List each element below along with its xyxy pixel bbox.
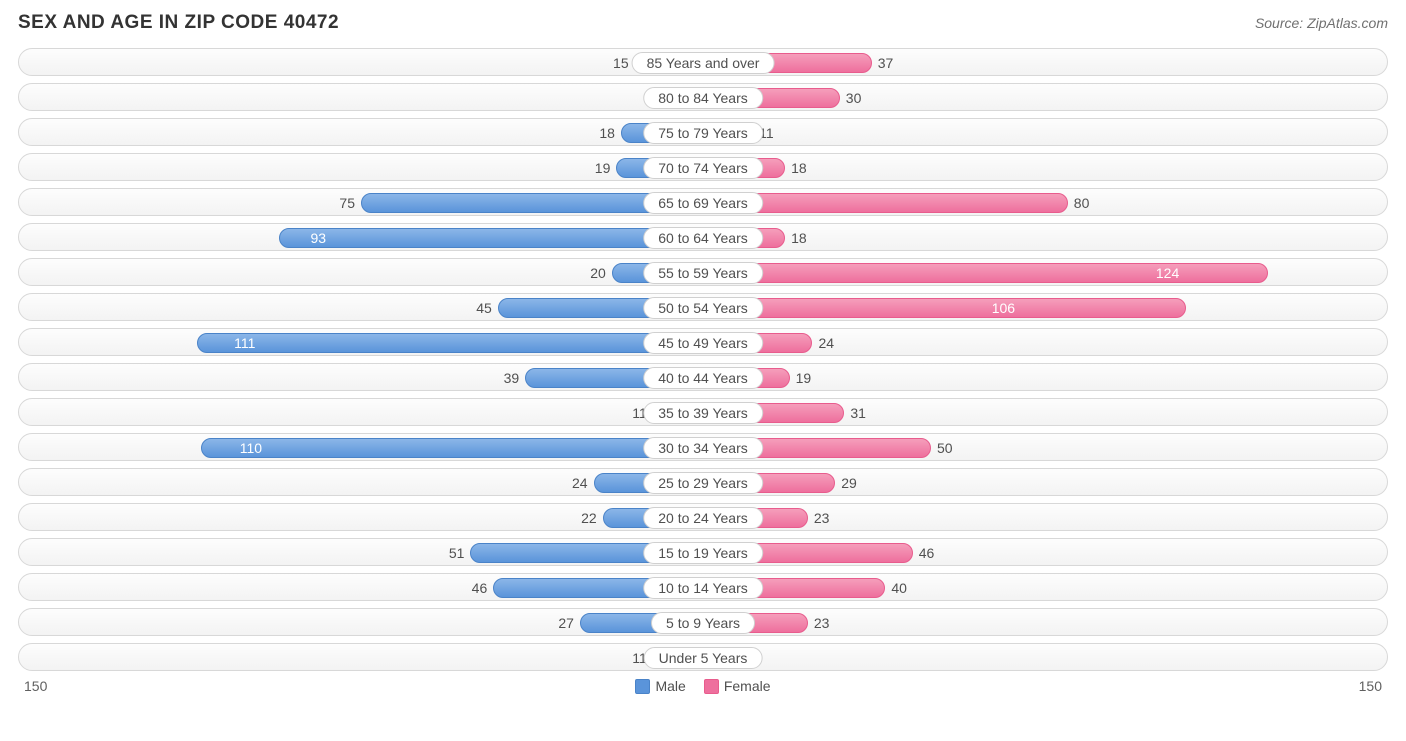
- male-value: 22: [581, 508, 603, 528]
- age-category-label: 85 Years and over: [632, 52, 775, 74]
- chart-footer: 150 Male Female 150: [18, 678, 1388, 694]
- male-value: 110: [232, 438, 262, 458]
- male-value: 20: [590, 263, 612, 283]
- female-value: 18: [785, 158, 807, 178]
- pyramid-row: 27 23 5 to 9 Years: [18, 608, 1388, 636]
- age-category-label: 55 to 59 Years: [643, 262, 763, 284]
- male-value: 24: [572, 473, 594, 493]
- age-category-label: 25 to 29 Years: [643, 472, 763, 494]
- male-value: 45: [476, 298, 498, 318]
- female-value: 46: [913, 543, 935, 563]
- male-value: 75: [339, 193, 361, 213]
- male-value: 18: [599, 123, 621, 143]
- age-category-label: 20 to 24 Years: [643, 507, 763, 529]
- chart-header: SEX AND AGE IN ZIP CODE 40472 Source: Zi…: [18, 12, 1388, 34]
- female-swatch-icon: [704, 679, 719, 694]
- chart-source: Source: ZipAtlas.com: [1255, 15, 1388, 31]
- legend-female-label: Female: [724, 678, 771, 694]
- pyramid-row: 46 40 10 to 14 Years: [18, 573, 1388, 601]
- pyramid-row: 22 23 20 to 24 Years: [18, 503, 1388, 531]
- female-value: 31: [844, 403, 866, 423]
- age-category-label: 70 to 74 Years: [643, 157, 763, 179]
- male-bar: [201, 438, 703, 458]
- axis-max-left: 150: [24, 678, 47, 694]
- population-pyramid-chart: 153785 Years and over73080 to 84 Years18…: [18, 48, 1388, 671]
- pyramid-row: 75 80 65 to 69 Years: [18, 188, 1388, 216]
- female-value: 23: [808, 508, 830, 528]
- age-category-label: 35 to 39 Years: [643, 402, 763, 424]
- age-category-label: 10 to 14 Years: [643, 577, 763, 599]
- female-value: 80: [1068, 193, 1090, 213]
- chart-legend: Male Female: [635, 678, 770, 694]
- pyramid-row: 51 46 15 to 19 Years: [18, 538, 1388, 566]
- age-category-label: Under 5 Years: [644, 647, 763, 669]
- age-category-label: 60 to 64 Years: [643, 227, 763, 249]
- age-category-label: 45 to 49 Years: [643, 332, 763, 354]
- pyramid-row: 19 18 70 to 74 Years: [18, 153, 1388, 181]
- axis-max-right: 150: [1359, 678, 1382, 694]
- age-category-label: 50 to 54 Years: [643, 297, 763, 319]
- age-category-label: 15 to 19 Years: [643, 542, 763, 564]
- male-value: 39: [504, 368, 526, 388]
- male-bar: [279, 228, 703, 248]
- age-category-label: 40 to 44 Years: [643, 367, 763, 389]
- male-value: 111: [226, 333, 255, 353]
- male-swatch-icon: [635, 679, 650, 694]
- male-value: 93: [302, 228, 326, 248]
- male-bar: [197, 333, 703, 353]
- legend-male-label: Male: [655, 678, 685, 694]
- age-category-label: 75 to 79 Years: [643, 122, 763, 144]
- female-value: 50: [931, 438, 953, 458]
- female-value: 19: [790, 368, 812, 388]
- pyramid-row: 93 18 60 to 64 Years: [18, 223, 1388, 251]
- age-category-label: 65 to 69 Years: [643, 192, 763, 214]
- female-value: 23: [808, 613, 830, 633]
- pyramid-row: 153785 Years and over: [18, 48, 1388, 76]
- female-value: 124: [1156, 263, 1269, 283]
- legend-female: Female: [704, 678, 771, 694]
- pyramid-row: 115Under 5 Years: [18, 643, 1388, 671]
- legend-male: Male: [635, 678, 685, 694]
- female-value: 29: [835, 473, 857, 493]
- pyramid-row: 24 29 25 to 29 Years: [18, 468, 1388, 496]
- age-category-label: 30 to 34 Years: [643, 437, 763, 459]
- male-value: 27: [558, 613, 580, 633]
- female-value: 24: [812, 333, 834, 353]
- pyramid-row: 45 106 50 to 54 Years: [18, 293, 1388, 321]
- pyramid-row: 20 124 55 to 59 Years: [18, 258, 1388, 286]
- pyramid-row: 39 19 40 to 44 Years: [18, 363, 1388, 391]
- chart-title: SEX AND AGE IN ZIP CODE 40472: [18, 12, 339, 34]
- male-value: 46: [472, 578, 494, 598]
- pyramid-row: 111 24 45 to 49 Years: [18, 328, 1388, 356]
- pyramid-row: 73080 to 84 Years: [18, 83, 1388, 111]
- female-value: 30: [840, 88, 862, 108]
- male-value: 19: [595, 158, 617, 178]
- male-value: 51: [449, 543, 471, 563]
- pyramid-row: 113135 to 39 Years: [18, 398, 1388, 426]
- age-category-label: 5 to 9 Years: [651, 612, 755, 634]
- female-value: 106: [992, 298, 1187, 318]
- female-value: 18: [785, 228, 807, 248]
- female-value: 37: [872, 53, 894, 73]
- pyramid-row: 110 50 30 to 34 Years: [18, 433, 1388, 461]
- pyramid-row: 181175 to 79 Years: [18, 118, 1388, 146]
- female-value: 40: [885, 578, 907, 598]
- age-category-label: 80 to 84 Years: [643, 87, 763, 109]
